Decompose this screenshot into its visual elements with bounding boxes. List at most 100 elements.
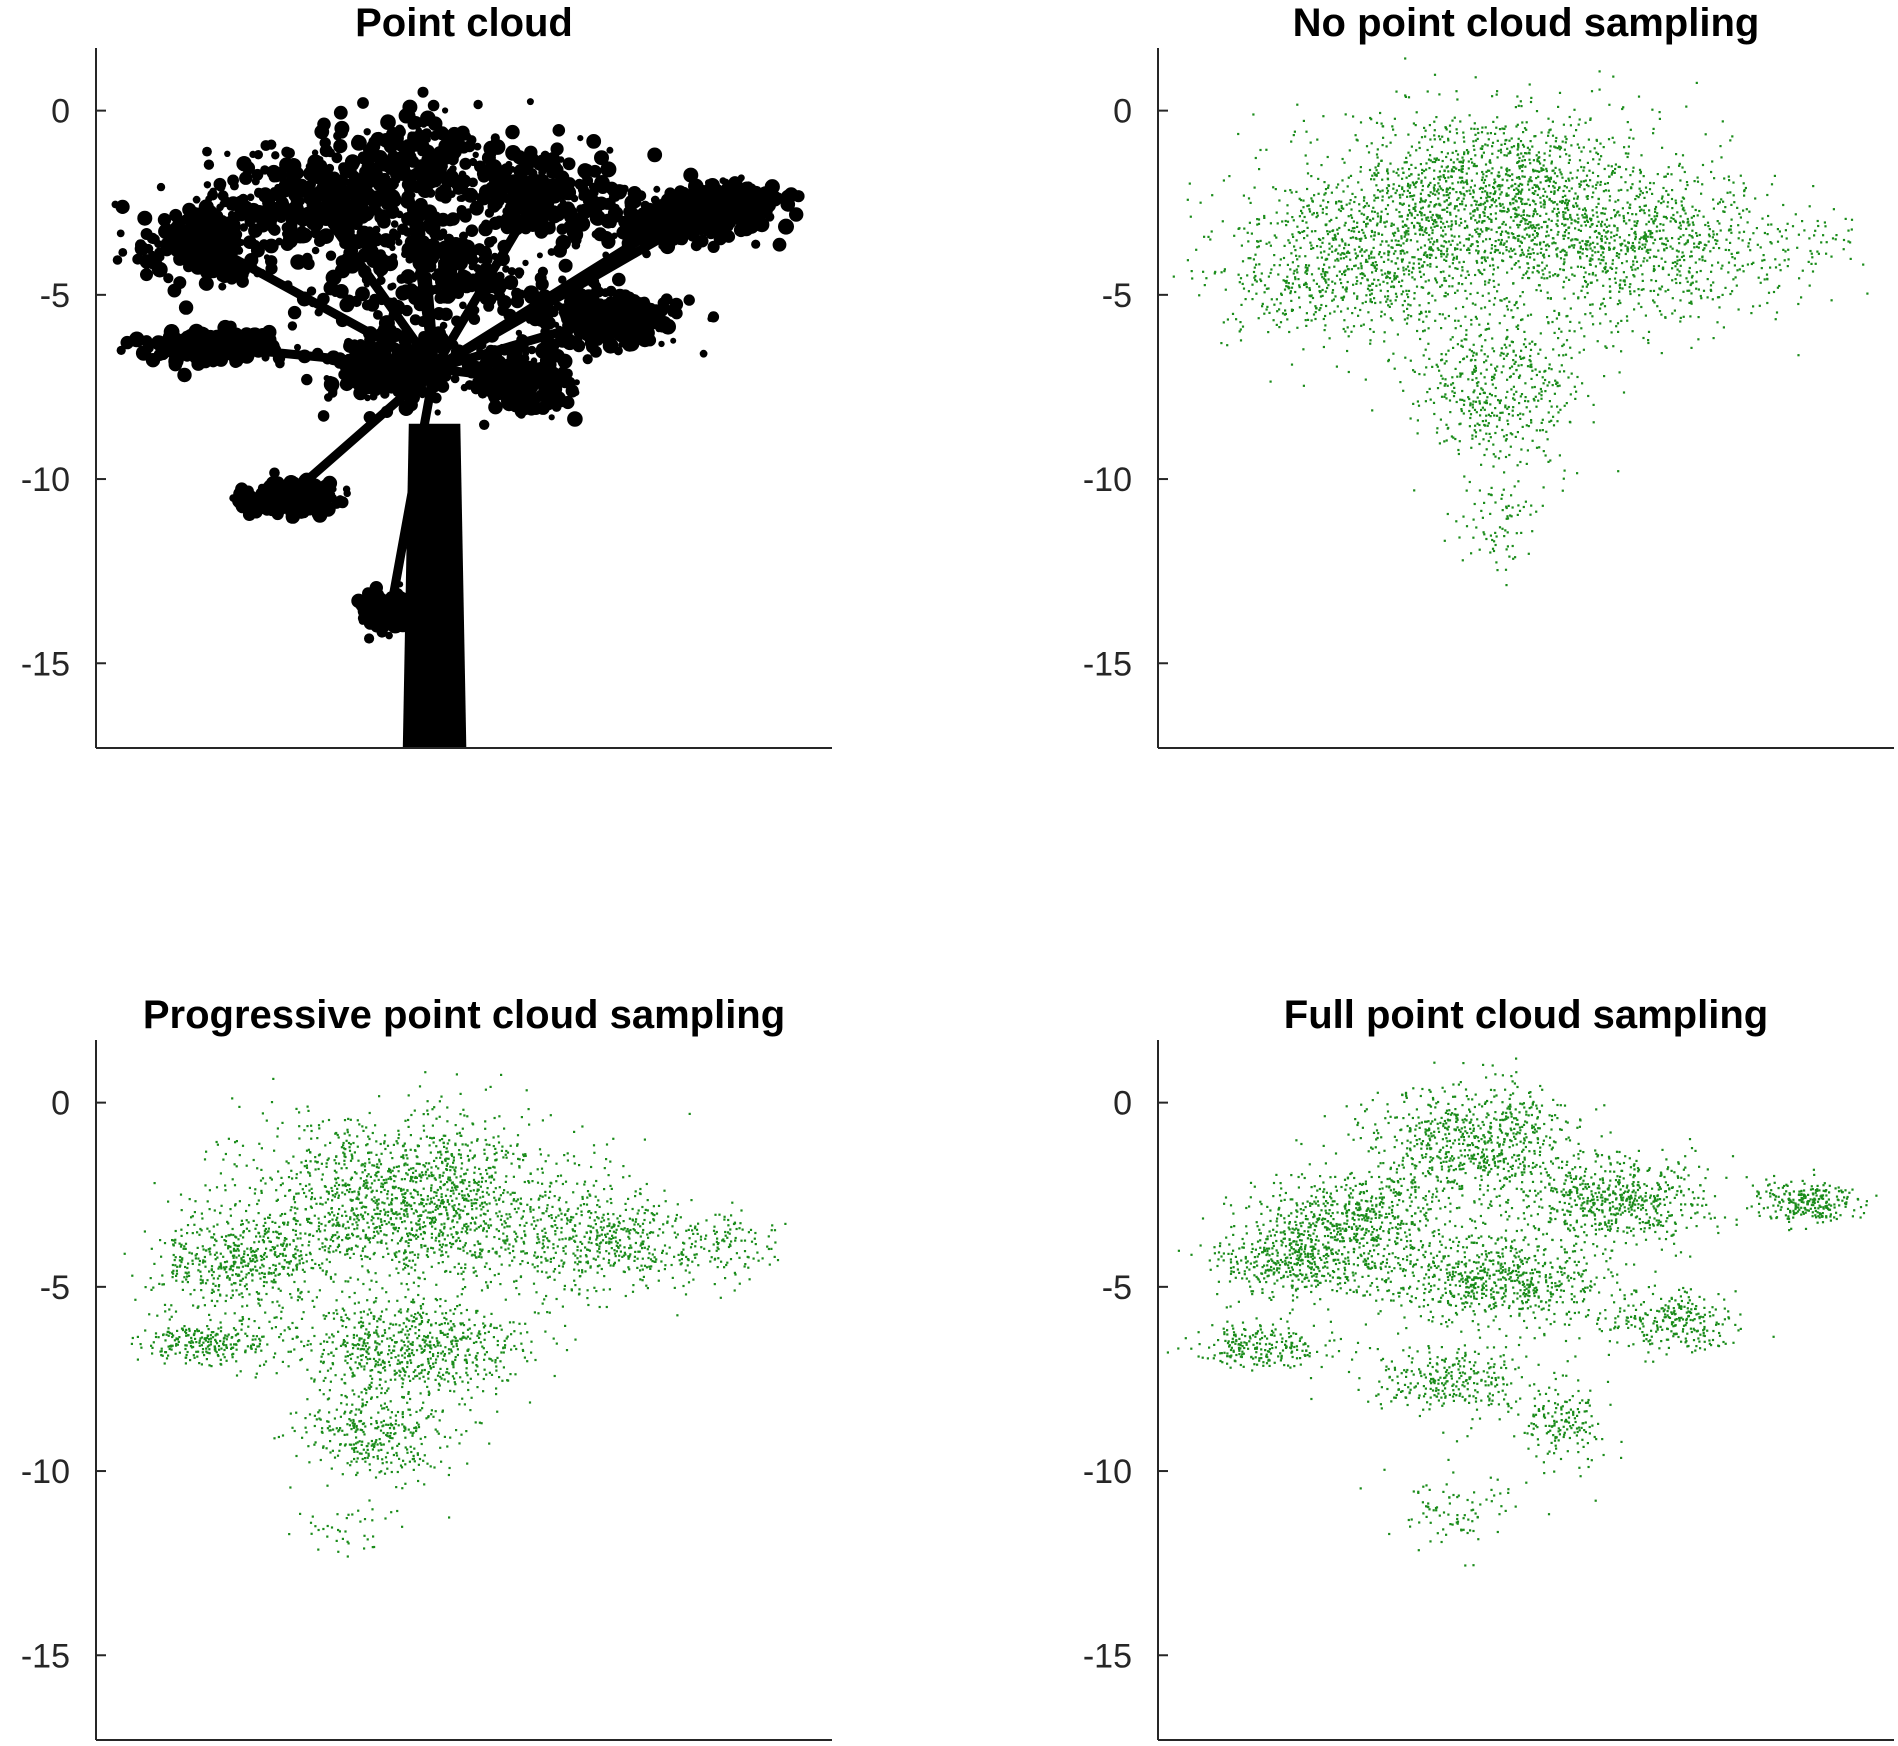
point-mark <box>1417 258 1420 261</box>
point-mark <box>140 228 153 240</box>
point-mark <box>1441 208 1444 211</box>
point-mark <box>1456 158 1459 161</box>
point-mark <box>1564 141 1567 144</box>
point-mark <box>1589 117 1592 120</box>
point-mark <box>1543 256 1546 259</box>
point-mark <box>1562 286 1565 289</box>
point-mark <box>261 324 277 340</box>
point-mark <box>500 163 512 174</box>
point-mark <box>253 269 262 278</box>
point-mark <box>1377 171 1380 174</box>
point-mark <box>431 169 446 184</box>
point-mark <box>1494 180 1497 184</box>
point-mark <box>1302 206 1305 209</box>
point-mark <box>1409 184 1412 187</box>
point-mark <box>1470 158 1473 161</box>
point-mark <box>1462 131 1465 134</box>
point-mark <box>467 140 474 147</box>
point-mark <box>1290 140 1293 143</box>
point-mark <box>1433 188 1436 191</box>
point-mark <box>250 263 258 271</box>
point-mark <box>481 186 490 194</box>
point-mark <box>1471 161 1474 164</box>
point-mark <box>500 217 516 233</box>
point-mark <box>1585 214 1588 217</box>
point-mark <box>212 263 222 273</box>
point-mark <box>1498 128 1502 131</box>
point-mark <box>1547 218 1550 221</box>
point-mark <box>1471 235 1474 238</box>
point-mark <box>1382 136 1385 139</box>
point-mark <box>606 146 614 154</box>
point-mark <box>611 232 618 240</box>
point-mark <box>468 313 481 325</box>
point-mark <box>1407 133 1410 136</box>
point-mark <box>1528 158 1531 161</box>
point-mark <box>414 159 429 174</box>
point-mark <box>1474 76 1477 79</box>
point-mark <box>695 234 709 248</box>
point-mark <box>1401 193 1404 196</box>
point-mark <box>1508 250 1511 253</box>
point-mark <box>238 353 246 362</box>
point-mark <box>1490 172 1493 175</box>
point-mark <box>582 354 593 365</box>
point-mark <box>1392 223 1395 226</box>
point-mark <box>1499 204 1502 207</box>
point-mark <box>1444 233 1447 236</box>
point-mark <box>1501 203 1504 206</box>
point-mark <box>670 337 677 344</box>
point-mark <box>1453 141 1456 144</box>
point-mark <box>1468 233 1471 236</box>
point-mark <box>1507 236 1510 239</box>
point-mark <box>1727 175 1730 178</box>
point-mark <box>151 261 168 278</box>
point-mark <box>1493 250 1496 254</box>
point-mark <box>343 337 353 347</box>
point-mark <box>1679 264 1682 267</box>
point-mark <box>388 332 399 343</box>
point-mark <box>1610 173 1613 176</box>
point-mark <box>1475 172 1478 175</box>
point-mark <box>1564 179 1568 183</box>
point-mark <box>1546 297 1550 300</box>
point-mark <box>1528 277 1531 280</box>
point-mark <box>446 192 453 199</box>
point-mark <box>1498 322 1501 325</box>
point-mark <box>1563 261 1566 264</box>
point-mark <box>1482 211 1485 214</box>
point-mark <box>1455 191 1458 194</box>
point-mark <box>1462 244 1466 247</box>
point-mark <box>1373 199 1376 202</box>
point-mark <box>1603 167 1606 171</box>
point-mark <box>432 371 441 381</box>
point-mark <box>556 223 568 235</box>
point-mark <box>1381 178 1384 181</box>
point-mark <box>1581 214 1584 217</box>
point-mark <box>1598 88 1601 91</box>
point-mark <box>1428 246 1431 249</box>
point-mark <box>1359 308 1362 312</box>
point-mark <box>1492 192 1495 196</box>
point-mark <box>1605 218 1608 221</box>
point-mark <box>260 165 270 175</box>
point-mark <box>1514 237 1517 240</box>
point-mark <box>1625 168 1628 171</box>
point-mark <box>1565 229 1568 232</box>
point-mark <box>1603 223 1606 226</box>
point-mark <box>1524 165 1527 168</box>
point-mark <box>499 368 511 379</box>
point-mark <box>1431 218 1434 221</box>
point-mark <box>567 411 583 427</box>
point-mark <box>1421 184 1424 188</box>
point-mark <box>647 147 663 163</box>
point-mark <box>1456 98 1459 101</box>
point-mark <box>1558 91 1562 94</box>
point-mark <box>1443 208 1446 211</box>
point-mark <box>275 237 284 246</box>
point-mark <box>1546 291 1549 294</box>
point-mark <box>1522 155 1525 158</box>
point-mark <box>484 267 494 276</box>
point-mark <box>1554 166 1557 169</box>
point-mark <box>1362 206 1365 209</box>
